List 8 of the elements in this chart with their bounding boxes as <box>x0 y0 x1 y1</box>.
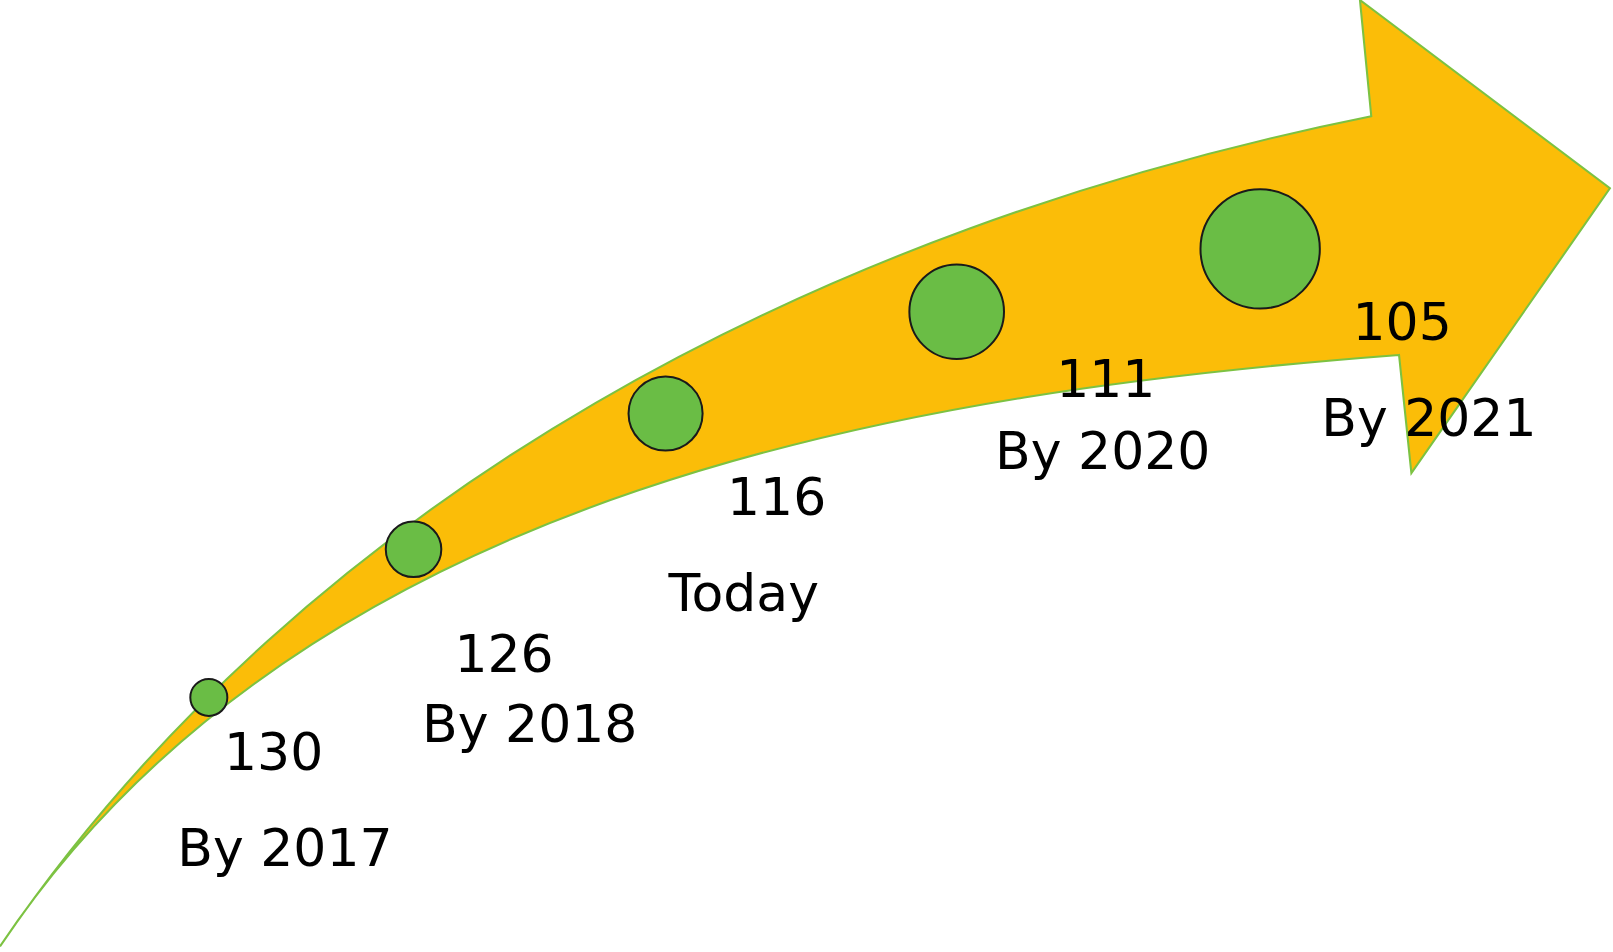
data-label: 130 <box>224 722 324 783</box>
data-label: 116 <box>727 466 827 527</box>
data-label: 126 <box>454 624 554 685</box>
data-label: 105 <box>1352 292 1452 353</box>
category-label: By 2018 <box>422 694 638 755</box>
category-label: By 2020 <box>995 420 1211 481</box>
category-label: By 2017 <box>177 817 393 878</box>
category-label: Today <box>667 562 819 623</box>
